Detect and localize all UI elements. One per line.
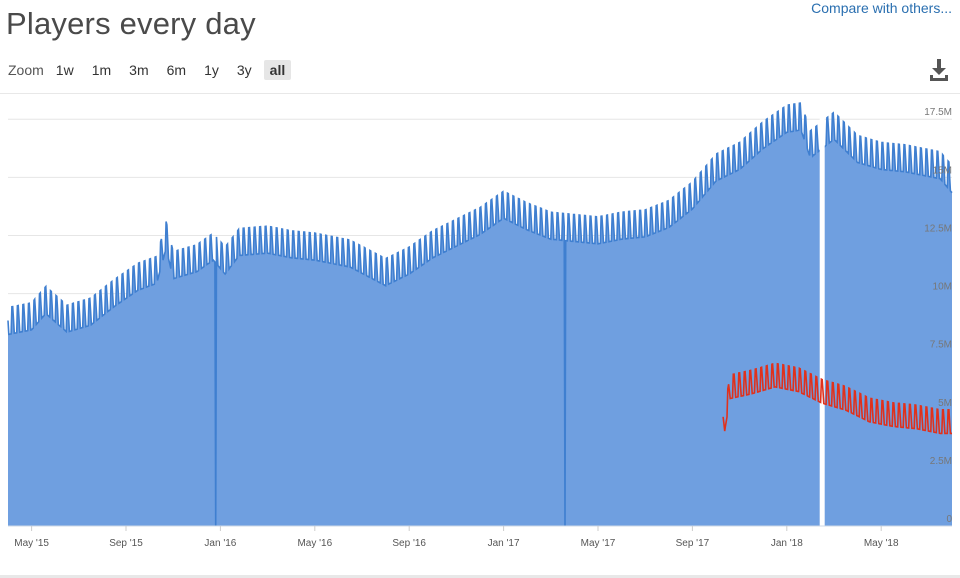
x-tick-label-0: May '15 xyxy=(14,538,49,549)
zoom-label: Zoom xyxy=(8,62,44,78)
y-tick-label-5: 12.5M xyxy=(924,223,952,234)
zoom-1y-button[interactable]: 1y xyxy=(204,62,219,78)
x-tick-label-9: May '18 xyxy=(864,538,899,549)
zoom-all-button[interactable]: all xyxy=(263,60,292,80)
zoom-1m-button[interactable]: 1m xyxy=(91,62,112,78)
zoom-3m-button[interactable]: 3m xyxy=(129,62,149,78)
x-tick-label-8: Jan '18 xyxy=(771,538,803,549)
plot-area xyxy=(7,102,953,527)
y-axis: 0 2.5M 5M 7.5M 10M 12.5M 15M 17.5M xyxy=(924,107,952,525)
x-tick-label-7: Sep '17 xyxy=(676,538,710,549)
navigator-bar xyxy=(0,575,960,578)
y-tick-label-3: 7.5M xyxy=(930,340,952,351)
x-tick-label-6: May '17 xyxy=(581,538,616,549)
series-line-0 xyxy=(7,102,953,527)
zoom-3y-button[interactable]: 3y xyxy=(236,62,252,78)
zoom-6m-button[interactable]: 6m xyxy=(166,62,187,78)
y-tick-label-1: 2.5M xyxy=(930,456,952,467)
series-area-0 xyxy=(8,103,952,526)
x-tick-label-2: Jan '16 xyxy=(204,538,236,549)
comparison-line-1 xyxy=(722,362,952,435)
header-divider xyxy=(0,93,960,94)
chart-title: Players every day xyxy=(6,6,256,41)
zoom-controls: Zoom 1w 1m 3m 6m 1y 3y all xyxy=(8,58,297,82)
x-tick-label-4: Sep '16 xyxy=(392,538,426,549)
x-axis: May '15 Sep '15 Jan '16 May '16 Sep '16 Jan '… xyxy=(14,526,899,549)
x-tick-label-1: Sep '15 xyxy=(109,538,143,549)
y-tick-label-2: 5M xyxy=(938,398,952,409)
x-tick-label-5: Jan '17 xyxy=(488,538,520,549)
x-tick-label-3: May '16 xyxy=(297,538,332,549)
y-tick-label-0: 0 xyxy=(946,514,952,525)
y-tick-label-7: 17.5M xyxy=(924,107,952,118)
download-icon[interactable] xyxy=(928,56,950,82)
zoom-1w-button[interactable]: 1w xyxy=(55,62,74,78)
compare-with-others-link[interactable]: Compare with others... xyxy=(811,0,952,16)
series-gap xyxy=(819,106,825,526)
y-tick-label-6: 15M xyxy=(933,165,952,176)
y-tick-label-4: 10M xyxy=(933,282,952,293)
